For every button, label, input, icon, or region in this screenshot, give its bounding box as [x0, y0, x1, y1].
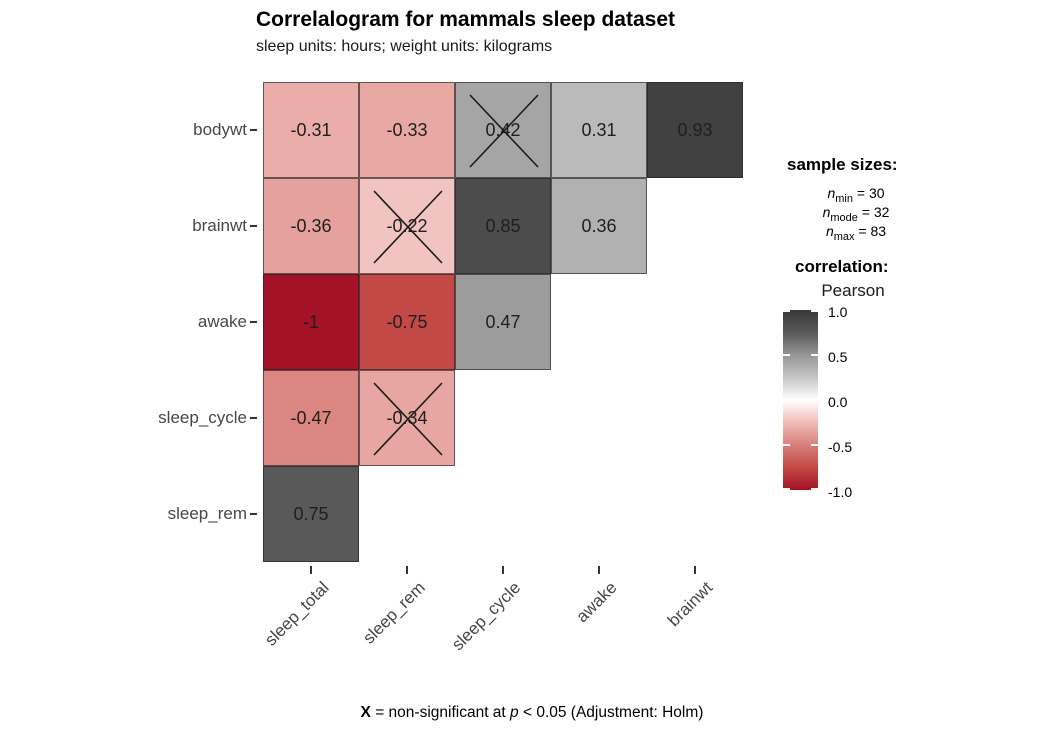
heatmap-cell: 0.93 [647, 82, 743, 178]
cell-value: -0.75 [386, 311, 428, 332]
colorbar-tick [783, 310, 790, 312]
colorbar-tick-label: -0.5 [828, 439, 853, 455]
heatmap-cell: 0.85 [455, 178, 551, 274]
y-axis-tick [250, 321, 257, 323]
y-axis-label: sleep_cycle [158, 408, 247, 427]
n-subscript: max [833, 230, 855, 243]
caption-text: < 0.05 (Adjustment: Holm) [518, 704, 704, 721]
x-axis-label: sleep_cycle [448, 578, 525, 655]
y-axis-tick [250, 129, 257, 131]
significance-cross-icon [469, 94, 539, 168]
chart-subtitle: sleep units: hours; weight units: kilogr… [256, 38, 553, 55]
heatmap-cell: -0.31 [263, 82, 359, 178]
n-value: = 83 [854, 223, 887, 239]
colorbar-tick [811, 354, 818, 356]
caption-text: = non-significant at [370, 704, 511, 721]
heatmap-cell: -0.34 [359, 370, 455, 466]
caption-p-symbol: p [510, 704, 519, 721]
colorbar-tick-label: -1.0 [828, 484, 853, 500]
n-subscript: min [835, 192, 853, 205]
n-symbol: n [827, 185, 836, 201]
cell-value: 0.31 [581, 119, 617, 140]
y-axis-label: brainwt [192, 216, 247, 235]
caption: X = non-significant at p < 0.05 (Adjustm… [361, 704, 704, 722]
x-axis-tick [694, 566, 696, 574]
colorbar-tick [811, 399, 818, 401]
sample-size-entry: nmax = 83 [786, 223, 926, 243]
caption-x-symbol: X [360, 704, 371, 721]
y-axis-tick [250, 417, 257, 419]
n-symbol: n [822, 204, 831, 220]
y-axis-tick [250, 513, 257, 515]
cell-value: -0.47 [290, 407, 332, 428]
colorbar-tick [783, 399, 790, 401]
colorbar-tick-label: 0.5 [828, 349, 848, 365]
legend-correlation-title: correlation: [795, 257, 889, 276]
heatmap-cell: -0.47 [263, 370, 359, 466]
colorbar-tick [811, 310, 818, 312]
cell-value: -0.36 [290, 215, 332, 236]
significance-cross-icon [373, 190, 443, 264]
heatmap-cell: -0.33 [359, 82, 455, 178]
cell-value: -0.31 [290, 119, 332, 140]
n-subscript: mode [830, 211, 858, 224]
sample-size-entry: nmin = 30 [786, 185, 926, 205]
cell-value: 0.36 [581, 215, 617, 236]
x-axis-label: brainwt [664, 578, 717, 631]
cell-value: -0.33 [386, 119, 428, 140]
cell-value: 0.75 [293, 503, 329, 524]
y-axis-label: bodywt [193, 120, 247, 139]
x-axis-tick [406, 566, 408, 574]
n-value: = 30 [853, 185, 885, 201]
x-axis-label: sleep_total [260, 578, 333, 650]
correlation-method: Pearson [821, 281, 885, 300]
sample-size-entry: nmode = 32 [786, 204, 926, 224]
heatmap-cell: -0.36 [263, 178, 359, 274]
x-axis-tick [310, 566, 312, 574]
legend-sample-sizes-title: sample sizes: [787, 155, 898, 174]
heatmap-cell: 0.75 [263, 466, 359, 562]
colorbar-tick [783, 444, 790, 446]
heatmap-cell: -1 [263, 274, 359, 370]
n-symbol: n [825, 223, 834, 239]
heatmap-cell: 0.47 [455, 274, 551, 370]
chart-title: Correlalogram for mammals sleep dataset [256, 8, 675, 31]
y-axis-label: sleep_rem [167, 504, 247, 523]
y-axis-label: awake [197, 312, 247, 331]
x-axis-tick [502, 566, 504, 574]
n-value: = 32 [857, 204, 890, 220]
heatmap-cell: 0.42 [455, 82, 551, 178]
colorbar-tick [811, 488, 818, 490]
cell-value: 0.47 [485, 311, 521, 332]
cell-value: 0.85 [485, 215, 521, 236]
x-axis-tick [598, 566, 600, 574]
heatmap-cell: 0.36 [551, 178, 647, 274]
significance-cross-icon [373, 382, 443, 456]
colorbar-tick-label: 1.0 [828, 304, 848, 320]
cell-value: -1 [302, 311, 319, 332]
x-axis-label: sleep_rem [358, 578, 429, 648]
cell-value: 0.93 [677, 119, 713, 140]
y-axis-tick [250, 225, 257, 227]
colorbar-tick [783, 488, 790, 490]
heatmap-cell: 0.31 [551, 82, 647, 178]
heatmap-cell: -0.22 [359, 178, 455, 274]
colorbar-tick [811, 444, 818, 446]
colorbar-tick [783, 354, 790, 356]
heatmap-cell: -0.75 [359, 274, 455, 370]
x-axis-label: awake [572, 578, 621, 627]
colorbar-tick-label: 0.0 [828, 394, 848, 410]
